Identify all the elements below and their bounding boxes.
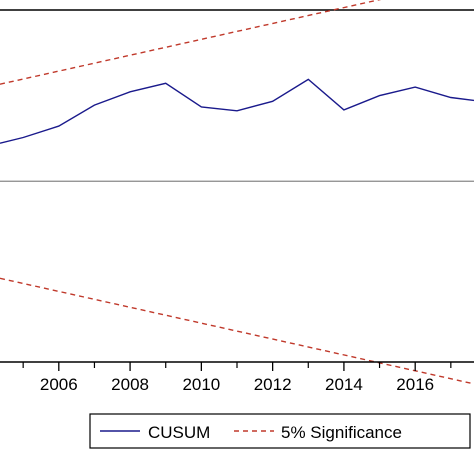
upper-significance-line [0,0,382,85]
x-tick-label: 2010 [182,375,220,394]
x-tick-label: 2016 [396,375,434,394]
cusum-line [0,78,474,144]
plot-area: 2006 2008 2010 2012 2014 2016 [0,0,474,394]
x-tick-label: 2006 [40,375,78,394]
x-tick-label: 2014 [325,375,363,394]
lower-significance-line [0,277,474,385]
x-axis-ticks: 2006 2008 2010 2012 2014 2016 [22,362,452,394]
legend: CUSUM 5% Significance [89,413,471,449]
legend-label-significance: 5% Significance [281,423,402,442]
series-layer [0,0,474,385]
x-tick-label: 2012 [254,375,292,394]
x-tick-label: 2008 [111,375,149,394]
legend-label-cusum: CUSUM [148,423,210,442]
legend-box [89,413,471,449]
